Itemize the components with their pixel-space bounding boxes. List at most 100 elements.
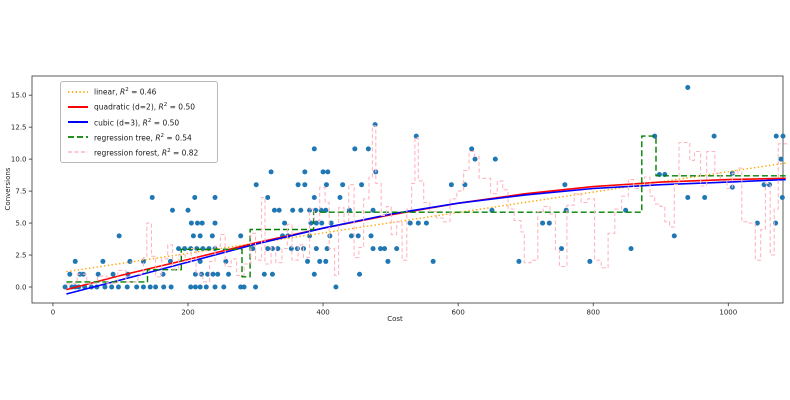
scatter-point [368, 233, 374, 239]
scatter-point [328, 220, 334, 226]
scatter-point [124, 284, 130, 290]
scatter-point [188, 220, 194, 226]
scatter-point [185, 207, 191, 213]
scatter-point [95, 271, 101, 277]
legend: linear, R2 = 0.46 quadratic (d=2), R2 = 0… [60, 81, 218, 163]
model-line-regression-forest [66, 125, 788, 285]
scatter-point [290, 207, 296, 213]
scatter-point [241, 284, 247, 290]
scatter-point [469, 146, 475, 152]
scatter-point [153, 284, 159, 290]
scatter-point [203, 284, 209, 290]
scatter-point [253, 284, 259, 290]
scatter-point [194, 220, 200, 226]
scatter-point [298, 207, 304, 213]
scatter-point [778, 156, 784, 162]
x-tick-label: 200 [181, 309, 194, 317]
scatter-point [238, 233, 244, 239]
x-tick-label: 800 [587, 309, 600, 317]
scatter-point [197, 233, 203, 239]
scatter-point [311, 146, 317, 152]
x-tick-label: 400 [316, 309, 329, 317]
scatter-point [100, 258, 106, 264]
scatter-point [359, 182, 365, 188]
scatter-point [161, 284, 167, 290]
scatter-point [269, 271, 275, 277]
scatter-point [192, 284, 198, 290]
scatter-point [685, 194, 691, 200]
scatter-point [430, 258, 436, 264]
scatter-point [311, 194, 317, 200]
scatter-point [780, 133, 786, 139]
legend-line-sample [68, 105, 88, 108]
scatter-point [302, 182, 308, 188]
scatter-point [109, 284, 115, 290]
scatter-point [271, 207, 277, 213]
scatter-point [333, 284, 339, 290]
scatter-point [176, 246, 182, 252]
scatter-point [370, 246, 376, 252]
scatter-point [305, 258, 311, 264]
scatter-point [261, 271, 267, 277]
scatter-point [209, 233, 215, 239]
y-tick-label: 15.0 [11, 92, 27, 100]
scatter-point [448, 182, 454, 188]
scatter-point [348, 233, 354, 239]
scatter-point [628, 246, 634, 252]
scatter-point [250, 246, 256, 252]
x-tick-label: 1000 [719, 309, 737, 317]
scatter-point [190, 233, 196, 239]
scatter-point [558, 246, 564, 252]
scatter-point [324, 246, 330, 252]
y-tick-label: 2.5 [15, 251, 26, 259]
scatter-point [407, 220, 413, 226]
y-tick-label: 5.0 [15, 219, 26, 227]
scatter-point [562, 182, 568, 188]
scatter-point [294, 246, 300, 252]
scatter-point [394, 246, 400, 252]
x-tick-label: 600 [451, 309, 464, 317]
y-tick-label: 10.0 [11, 156, 27, 164]
scatter-point [779, 194, 785, 200]
legend-item-quadratic-d-2-: quadratic (d=2), R2 = 0.50 [67, 101, 210, 112]
scatter-point [311, 271, 317, 277]
legend-item-linear: linear, R2 = 0.46 [67, 86, 210, 97]
scatter-point [134, 284, 140, 290]
scatter-point [540, 220, 546, 226]
scatter-point [226, 271, 232, 277]
scatter-point [72, 258, 78, 264]
scatter-point [265, 194, 271, 200]
legend-line-sample [68, 90, 88, 93]
scatter-point [492, 156, 498, 162]
scatter-point [295, 182, 301, 188]
scatter-point [385, 258, 391, 264]
model-line-cubic-d-3- [66, 178, 786, 295]
scatter-point [773, 133, 779, 139]
scatter-point [116, 233, 122, 239]
scatter-point [302, 169, 308, 175]
scatter-point [423, 220, 429, 226]
scatter-point [197, 258, 203, 264]
legend-item-regression-tree: regression tree, R2 = 0.54 [67, 132, 210, 143]
legend-line-sample [68, 151, 88, 153]
legend-label: regression forest, R2 = 0.82 [94, 148, 199, 158]
scatter-point [472, 156, 478, 162]
scatter-point [149, 194, 155, 200]
scatter-point [168, 284, 174, 290]
scatter-point [282, 220, 288, 226]
scatter-point [212, 194, 218, 200]
scatter-point [711, 133, 717, 139]
scatter-point [652, 133, 658, 139]
scatter-point [587, 258, 593, 264]
y-tick-label: 12.5 [11, 124, 27, 132]
scatter-point [265, 246, 271, 252]
legend-label: linear, R2 = 0.46 [94, 87, 157, 97]
scatter-point [313, 220, 319, 226]
scatter-point [319, 220, 325, 226]
scatter-point [340, 182, 346, 188]
scatter-point [197, 284, 203, 290]
model-line-regression-tree [66, 135, 786, 283]
scatter-point [205, 271, 211, 277]
scatter-point [188, 284, 194, 290]
